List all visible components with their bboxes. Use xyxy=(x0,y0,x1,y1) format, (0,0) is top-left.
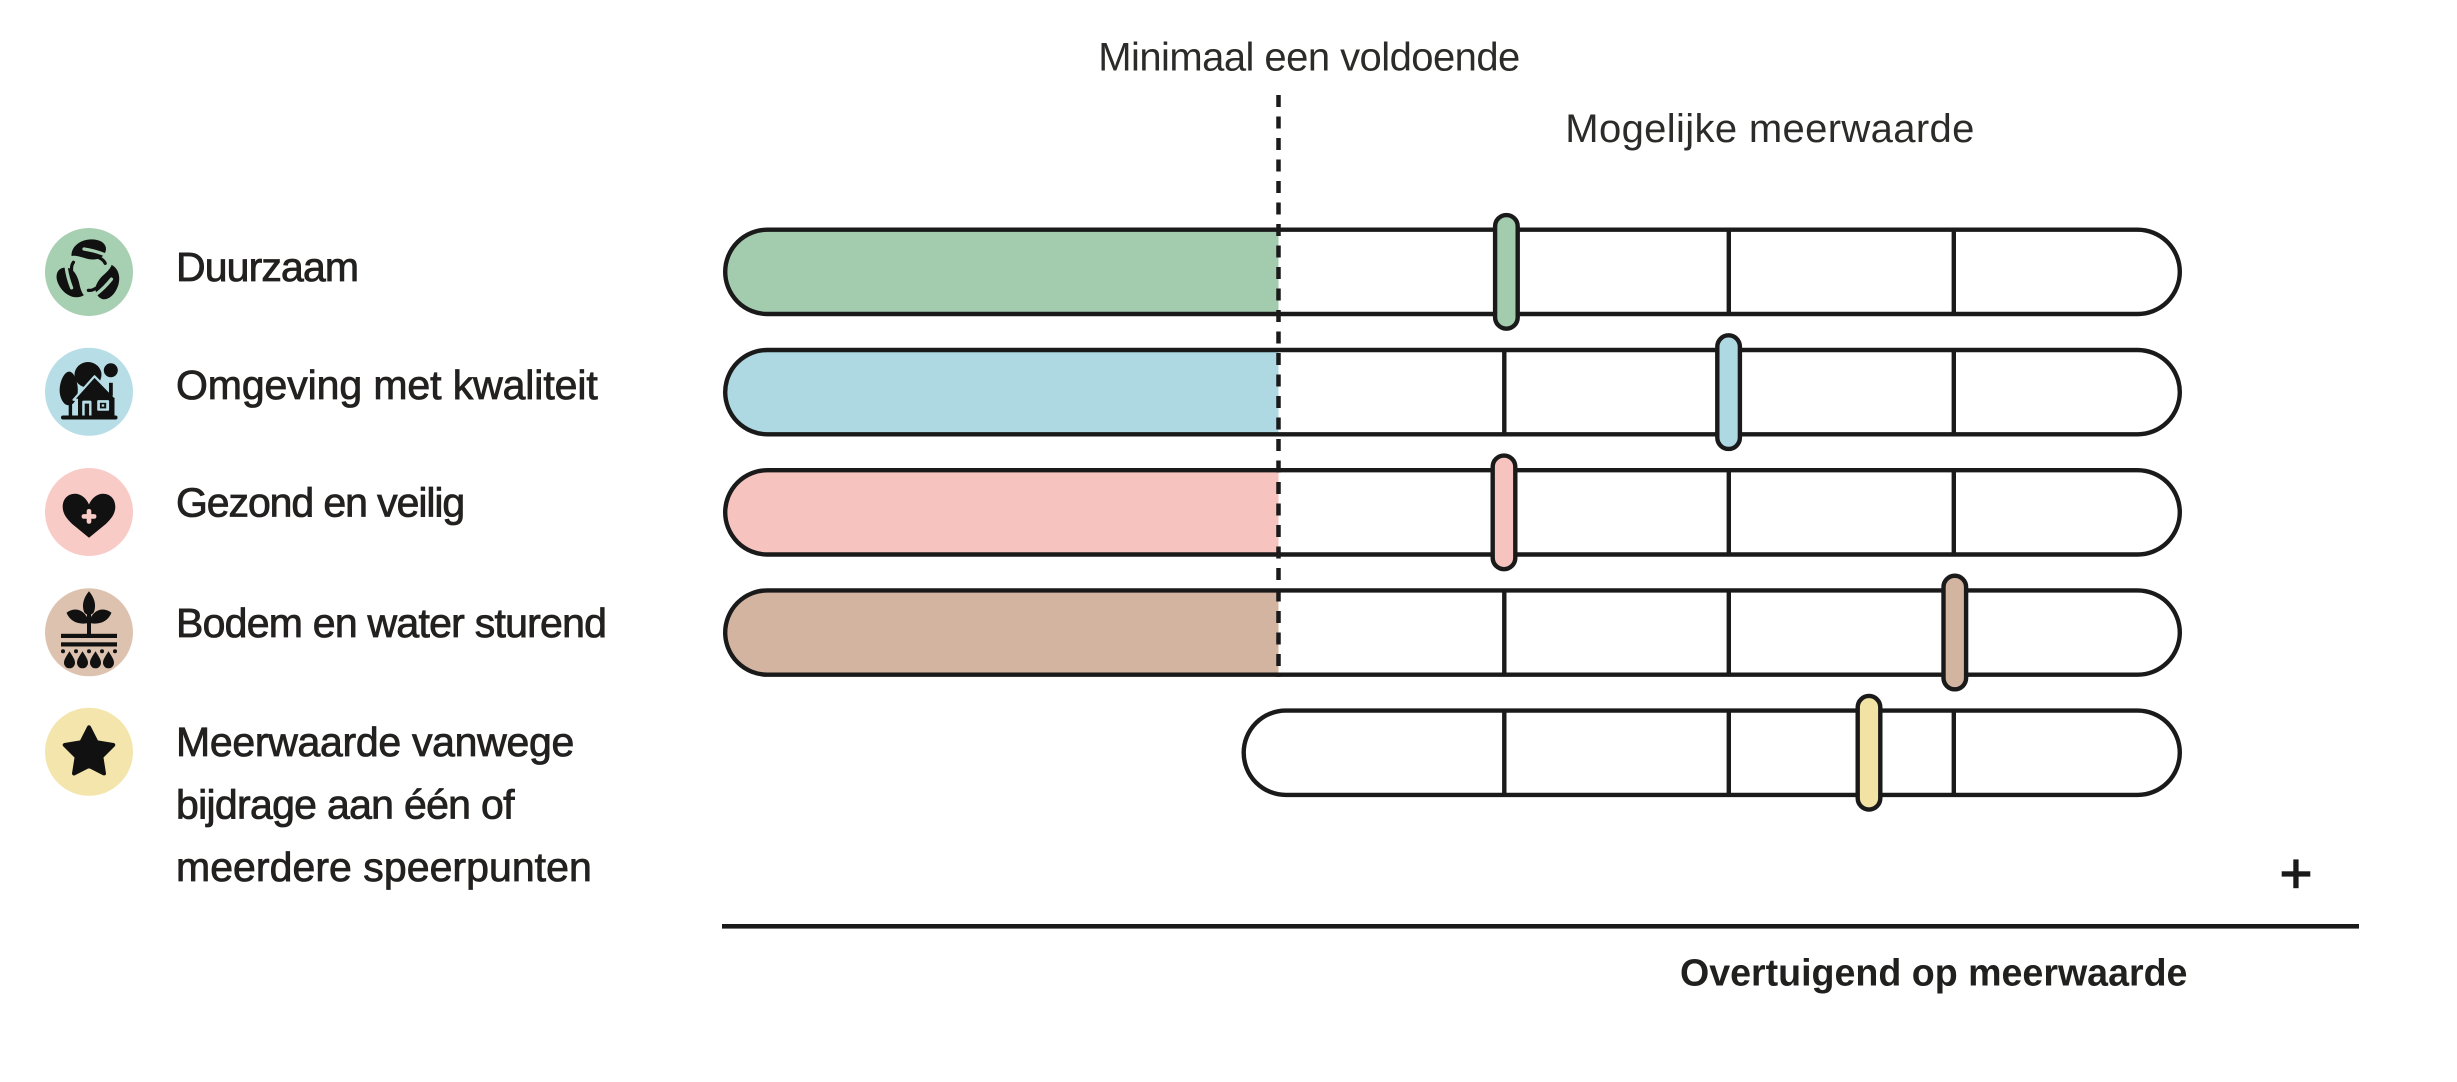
svg-text:Minimaal een voldoende: Minimaal een voldoende xyxy=(1098,36,1520,80)
svg-text:Overtuigend op meerwaarde: Overtuigend op meerwaarde xyxy=(1680,952,2187,994)
svg-text:Mogelijke meerwaarde: Mogelijke meerwaarde xyxy=(1565,107,1974,151)
svg-text:Duurzaam: Duurzaam xyxy=(176,244,358,290)
svg-text:bijdrage aan één of: bijdrage aan één of xyxy=(176,782,515,828)
svg-text:Bodem en water sturend: Bodem en water sturend xyxy=(176,600,606,646)
svg-text:Omgeving met kwaliteit: Omgeving met kwaliteit xyxy=(176,362,598,408)
svg-text:Gezond en veilig: Gezond en veilig xyxy=(176,480,464,526)
svg-text:meerdere speerpunten: meerdere speerpunten xyxy=(176,844,592,890)
svg-text:Meerwaarde vanwege: Meerwaarde vanwege xyxy=(176,719,574,765)
